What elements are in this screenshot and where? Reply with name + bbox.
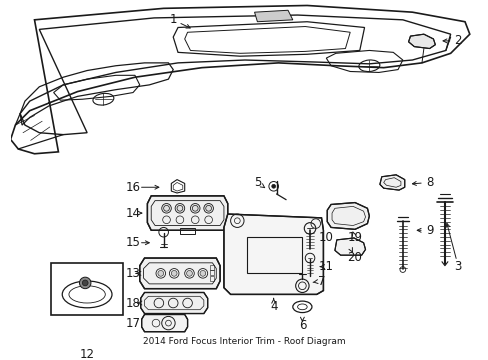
Bar — [209, 265, 214, 270]
Text: 6: 6 — [298, 319, 305, 333]
Text: 14: 14 — [125, 207, 140, 220]
Polygon shape — [326, 203, 368, 229]
Text: 2014 Ford Focus Interior Trim - Roof Diagram: 2014 Ford Focus Interior Trim - Roof Dia… — [142, 337, 345, 346]
Circle shape — [203, 203, 213, 213]
Circle shape — [171, 270, 177, 276]
Circle shape — [158, 270, 163, 276]
Bar — [209, 276, 214, 281]
Text: 8: 8 — [425, 176, 432, 189]
Circle shape — [190, 203, 200, 213]
Text: 19: 19 — [347, 231, 362, 244]
Polygon shape — [254, 10, 292, 22]
Text: 18: 18 — [125, 297, 140, 310]
Bar — [209, 270, 214, 275]
Circle shape — [175, 203, 184, 213]
Circle shape — [82, 280, 88, 286]
Circle shape — [162, 203, 171, 213]
Text: 4: 4 — [269, 300, 277, 313]
Polygon shape — [147, 196, 227, 230]
Circle shape — [200, 270, 205, 276]
Bar — [51, 263, 123, 315]
Polygon shape — [408, 34, 434, 49]
Text: 5: 5 — [253, 176, 261, 189]
Text: 20: 20 — [347, 251, 362, 264]
Text: 10: 10 — [318, 231, 333, 244]
Text: 15: 15 — [125, 236, 140, 249]
Polygon shape — [224, 214, 323, 294]
Text: 9: 9 — [425, 224, 432, 237]
Polygon shape — [142, 315, 187, 332]
Polygon shape — [334, 238, 365, 255]
Polygon shape — [141, 292, 207, 314]
Text: 2: 2 — [454, 34, 461, 48]
Polygon shape — [140, 258, 220, 289]
Text: 11: 11 — [318, 260, 333, 273]
Bar — [246, 237, 302, 273]
Text: 17: 17 — [125, 316, 140, 330]
Polygon shape — [379, 175, 404, 190]
Circle shape — [186, 270, 192, 276]
Bar — [180, 228, 195, 234]
Text: 3: 3 — [454, 260, 461, 273]
Circle shape — [271, 184, 275, 188]
Circle shape — [80, 277, 91, 289]
Text: 1: 1 — [169, 13, 177, 26]
Text: 12: 12 — [80, 348, 95, 360]
Text: 13: 13 — [125, 267, 140, 280]
Text: 7: 7 — [317, 275, 325, 288]
Text: 16: 16 — [125, 181, 140, 194]
